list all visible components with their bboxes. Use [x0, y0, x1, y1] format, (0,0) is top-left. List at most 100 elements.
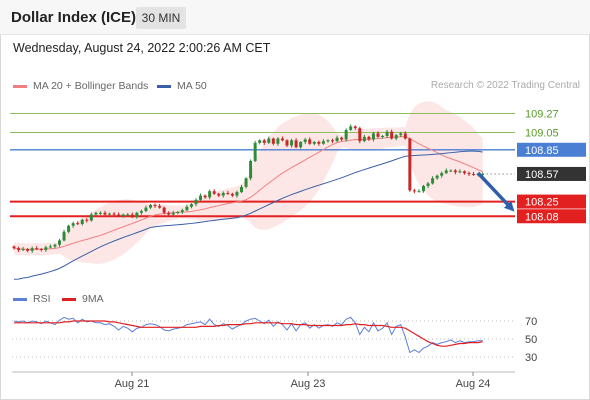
time-tick-label: Aug 23	[291, 378, 326, 390]
level-labels: 109.27 109.05 108.85 108.57 108.25 108.08	[517, 109, 586, 224]
candle-body	[412, 190, 416, 192]
candle-body	[67, 225, 71, 232]
current-label: 108.57	[525, 169, 559, 181]
candle-body	[340, 137, 344, 140]
candle-body	[162, 207, 166, 213]
legend-rsi-label: RSI	[33, 293, 51, 305]
candle-body	[58, 240, 61, 245]
candle-body	[367, 136, 371, 140]
candlesticks	[12, 124, 485, 253]
support-label: 108.08	[525, 211, 559, 223]
time-axis: Aug 21 Aug 23 Aug 24	[12, 371, 515, 390]
candle-body	[62, 231, 66, 241]
pivot-label: 108.85	[525, 145, 559, 157]
legend-rsi: RSI	[13, 293, 51, 305]
candle-body	[290, 140, 294, 146]
candle-body	[153, 205, 157, 207]
rsi-9ma-line	[14, 320, 483, 347]
candle-body	[440, 173, 444, 176]
candle-body	[271, 138, 275, 144]
rsi-tick-label: 50	[525, 334, 537, 346]
candle-body	[331, 140, 334, 142]
support-label-bg	[517, 194, 586, 209]
candle-body	[399, 133, 403, 136]
candle-body	[144, 207, 148, 212]
rsi-tick-label: 30	[525, 352, 537, 364]
interval-button[interactable]: 30 MIN	[136, 7, 186, 29]
rsi-line	[13, 316, 483, 354]
candle-body	[158, 205, 162, 208]
candle-body	[431, 178, 435, 184]
candle-body	[12, 246, 16, 249]
candle-body	[135, 212, 139, 218]
candle-body	[203, 195, 207, 198]
candle-body	[349, 126, 353, 130]
candle-body	[121, 214, 125, 217]
ma50-swatch	[157, 84, 171, 88]
candle-body	[444, 170, 448, 174]
candle-body	[276, 138, 280, 144]
candle-body	[240, 186, 243, 193]
candle-body	[176, 211, 180, 213]
candle-body	[130, 214, 134, 218]
candle-body	[94, 212, 98, 215]
candle-body	[312, 142, 316, 144]
candle-body	[344, 129, 348, 140]
candle-body	[358, 128, 362, 142]
legend-ma20-label: MA 20 + Bollinger Bands	[33, 80, 149, 92]
9ma-swatch	[62, 297, 76, 301]
support-label-bg	[517, 209, 586, 224]
ma20-swatch	[13, 84, 27, 88]
candle-body	[26, 249, 30, 251]
candle-body	[85, 219, 89, 221]
candle-body	[35, 248, 39, 250]
bollinger-bands	[14, 101, 483, 264]
candle-body	[462, 171, 466, 174]
candle-body	[98, 212, 102, 214]
candle-body	[280, 138, 284, 141]
candle-body	[376, 133, 380, 137]
candle-body	[472, 173, 476, 175]
candle-body	[435, 175, 439, 179]
candle-body	[80, 219, 84, 225]
candle-body	[353, 126, 357, 129]
candle-body	[408, 138, 412, 191]
candle-body	[126, 214, 130, 216]
candle-body	[403, 133, 407, 139]
credit-text: Research © 2022 Trading Central	[430, 80, 580, 91]
candle-body	[244, 178, 248, 187]
candle-body	[112, 213, 116, 215]
candle-body	[317, 142, 321, 144]
candle-body	[249, 161, 253, 179]
candle-body	[108, 213, 112, 215]
candle-body	[17, 248, 21, 250]
rsi-tick-label: 70	[525, 316, 537, 328]
candle-body	[285, 140, 289, 146]
legend-9ma: 9MA	[62, 293, 104, 305]
resistance-label: 109.05	[525, 128, 559, 140]
candle-body	[458, 171, 462, 173]
candle-body	[89, 214, 93, 221]
candle-body	[44, 247, 48, 250]
legend-9ma-label: 9MA	[82, 293, 104, 305]
candle-body	[167, 212, 171, 215]
candle-body	[53, 244, 57, 247]
support-label: 108.25	[525, 197, 559, 209]
candle-body	[180, 210, 184, 212]
candle-body	[417, 191, 421, 193]
candle-body	[21, 249, 25, 251]
candle-body	[48, 246, 52, 248]
current-label-bg	[517, 166, 586, 181]
candle-body	[299, 142, 303, 148]
candle-body	[308, 139, 312, 144]
candle-body	[189, 204, 193, 207]
candle-body	[362, 136, 366, 142]
candle-body	[253, 142, 257, 162]
candle-body	[449, 170, 453, 172]
candle-body	[39, 249, 43, 251]
candle-body	[76, 223, 80, 225]
legend-ma50: MA 50	[157, 80, 207, 92]
candle-body	[139, 211, 143, 213]
candle-body	[381, 135, 385, 137]
